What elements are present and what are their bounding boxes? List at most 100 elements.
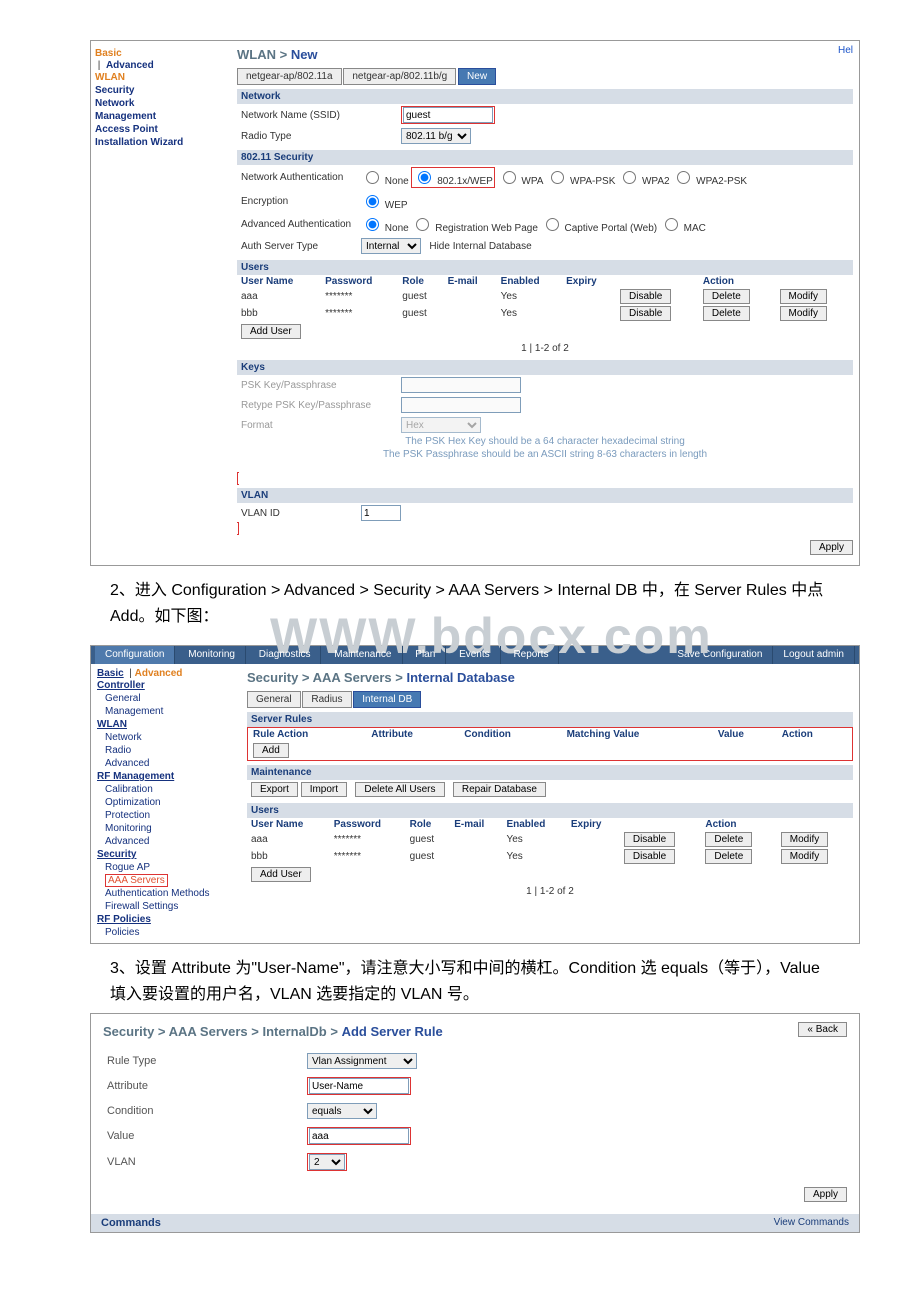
tab-configuration[interactable]: Configuration (95, 646, 175, 664)
condition-select[interactable]: equals (307, 1103, 377, 1119)
nav-policies[interactable]: Policies (97, 926, 233, 939)
rule-type-label: Rule Type (107, 1055, 307, 1067)
nav-network[interactable]: Network (95, 97, 225, 110)
tab-diagnostics[interactable]: Diagnostics (249, 646, 322, 664)
psk-hint: The PSK Hex Key should be a 64 character… (237, 435, 853, 448)
disable-button[interactable]: Disable (624, 849, 675, 864)
nav-advanced[interactable]: Advanced (135, 668, 183, 679)
nav-advanced[interactable]: Advanced (106, 59, 154, 72)
aa-reg[interactable]: Registration Web Page (411, 215, 537, 234)
disable-button[interactable]: Disable (620, 289, 671, 304)
add-user-button[interactable]: Add User (241, 324, 301, 339)
ssid-input[interactable] (403, 107, 493, 123)
radio-type-select[interactable]: 802.11 b/g (401, 128, 471, 144)
nav-wlan-advanced[interactable]: Advanced (97, 757, 233, 770)
disable-button[interactable]: Disable (620, 306, 671, 321)
modify-button[interactable]: Modify (780, 289, 827, 304)
nav-monitoring[interactable]: Monitoring (97, 822, 233, 835)
delete-button[interactable]: Delete (705, 849, 752, 864)
nav-general[interactable]: General (97, 692, 233, 705)
nav-auth-methods[interactable]: Authentication Methods (97, 887, 233, 900)
modify-button[interactable]: Modify (781, 849, 828, 864)
nav-firewall[interactable]: Firewall Settings (97, 900, 233, 913)
tab-internal-db[interactable]: Internal DB (353, 691, 421, 708)
net-auth-label: Network Authentication (241, 172, 361, 183)
repair-db-button[interactable]: Repair Database (453, 782, 546, 797)
nav-calibration[interactable]: Calibration (97, 783, 233, 796)
logout-link[interactable]: Logout admin (773, 646, 855, 664)
delete-all-button[interactable]: Delete All Users (355, 782, 444, 797)
apply-button[interactable]: Apply (804, 1187, 847, 1202)
nav-optimization[interactable]: Optimization (97, 796, 233, 809)
aa-captive[interactable]: Captive Portal (Web) (541, 215, 657, 234)
nav-rf-policies[interactable]: RF Policies (97, 913, 233, 926)
tab-80211a[interactable]: netgear-ap/802.11a (237, 68, 342, 85)
security-header: 802.11 Security (237, 150, 853, 165)
add-user-button[interactable]: Add User (251, 867, 311, 882)
na-wpa2-psk[interactable]: WPA2-PSK (672, 168, 747, 187)
aa-mac[interactable]: MAC (660, 215, 706, 234)
tab-general[interactable]: General (247, 691, 301, 708)
nav-wlan[interactable]: WLAN (95, 71, 225, 84)
delete-button[interactable]: Delete (703, 289, 750, 304)
hide-db-link[interactable]: Hide Internal Database (429, 241, 531, 252)
apply-button[interactable]: Apply (810, 540, 853, 555)
rule-type-select[interactable]: Vlan Assignment (307, 1053, 417, 1069)
nav-rf-advanced[interactable]: Advanced (97, 835, 233, 848)
tab-monitoring[interactable]: Monitoring (178, 646, 246, 664)
breadcrumb: WLAN > New (237, 45, 853, 68)
tab-events[interactable]: Events (449, 646, 501, 664)
nav-access-point[interactable]: Access Point (95, 123, 225, 136)
tab-plan[interactable]: Plan (405, 646, 446, 664)
nav-management[interactable]: Management (95, 110, 225, 123)
nav-wlan[interactable]: WLAN (97, 718, 233, 731)
value-input[interactable] (309, 1128, 409, 1144)
col-role: Role (406, 818, 451, 831)
modify-button[interactable]: Modify (780, 306, 827, 321)
help-link[interactable]: Hel (838, 45, 853, 56)
nav-security[interactable]: Security (95, 84, 225, 97)
view-commands-link[interactable]: View Commands (774, 1217, 849, 1228)
format-label: Format (241, 420, 401, 431)
disable-button[interactable]: Disable (624, 832, 675, 847)
tab-80211bg[interactable]: netgear-ap/802.11b/g (343, 68, 456, 85)
nav-wlan-network[interactable]: Network (97, 731, 233, 744)
na-wpa-psk[interactable]: WPA-PSK (546, 168, 615, 187)
save-config-link[interactable]: Save Configuration (667, 646, 773, 664)
tab-maintenance[interactable]: Maintenance (324, 646, 402, 664)
nav-management[interactable]: Management (97, 705, 233, 718)
col-role: Role (398, 275, 443, 288)
delete-button[interactable]: Delete (705, 832, 752, 847)
na-8021x[interactable]: 802.1x/WEP (413, 176, 492, 187)
enc-wep[interactable]: WEP (361, 192, 408, 211)
sidebar: Basic | Advanced Controller General Mana… (91, 664, 239, 943)
back-button[interactable]: « Back (798, 1022, 847, 1037)
nav-controller[interactable]: Controller (97, 679, 233, 692)
add-rule-button[interactable]: Add (253, 743, 289, 758)
nav-rf-mgmt[interactable]: RF Management (97, 770, 233, 783)
vlan-id-input[interactable] (361, 505, 401, 521)
auth-server-select[interactable]: Internal (361, 238, 421, 254)
modify-button[interactable]: Modify (781, 832, 828, 847)
na-wpa2[interactable]: WPA2 (618, 168, 669, 187)
new-button[interactable]: New (458, 68, 496, 85)
nav-wlan-radio[interactable]: Radio (97, 744, 233, 757)
nav-rogue-ap[interactable]: Rogue AP (97, 861, 233, 874)
export-button[interactable]: Export (251, 782, 298, 797)
nav-protection[interactable]: Protection (97, 809, 233, 822)
import-button[interactable]: Import (301, 782, 347, 797)
col-expiry: Expiry (562, 275, 616, 288)
tab-reports[interactable]: Reports (503, 646, 559, 664)
col-matching: Matching Value (563, 728, 714, 741)
vlan-select[interactable]: 2 (309, 1154, 345, 1170)
nav-basic[interactable]: Basic (97, 667, 124, 680)
aa-none[interactable]: None (361, 215, 409, 234)
na-wpa[interactable]: WPA (498, 168, 544, 187)
nav-security[interactable]: Security (97, 848, 233, 861)
attribute-input[interactable] (309, 1078, 409, 1094)
nav-aaa-servers[interactable]: AAA Servers (105, 874, 168, 887)
tab-radius[interactable]: Radius (302, 691, 351, 708)
na-none[interactable]: None (361, 168, 409, 187)
delete-button[interactable]: Delete (703, 306, 750, 321)
nav-install-wizard[interactable]: Installation Wizard (95, 136, 225, 149)
